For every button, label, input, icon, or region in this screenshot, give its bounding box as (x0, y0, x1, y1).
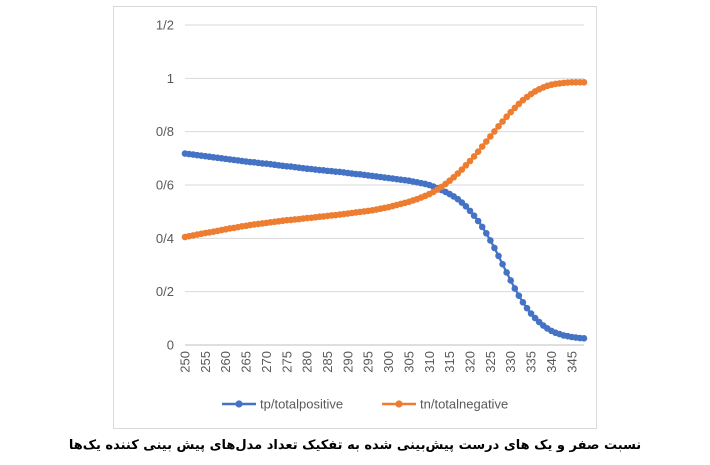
data-point (499, 260, 506, 268)
data-point (507, 108, 515, 116)
data-point (470, 212, 478, 219)
y-axis-tick-labels: 0 0/2 0/4 0/6 0/8 1 1/2 (156, 18, 174, 353)
x-tick-label: 320 (463, 351, 478, 373)
data-point (462, 161, 470, 169)
data-point (482, 138, 490, 145)
chart-area: 0 0/2 0/4 0/6 0/8 1 1/2 250 255 260 265 270 275 280 2… (113, 6, 597, 429)
data-series (181, 79, 588, 342)
data-point (478, 223, 486, 231)
x-tick-label: 260 (218, 351, 233, 373)
x-tick-label: 330 (503, 351, 518, 373)
data-point (466, 157, 474, 165)
legend: tp/totalpositive tn/totalnegative (222, 397, 508, 412)
data-point (474, 217, 482, 225)
data-point (462, 203, 470, 210)
data-point (474, 148, 482, 155)
x-tick-label: 265 (239, 351, 254, 373)
x-tick-label: 255 (198, 351, 213, 373)
gridlines (185, 24, 584, 346)
y-tick-label: 0/8 (156, 124, 174, 139)
y-tick-label: 0/4 (156, 231, 174, 246)
data-point (487, 237, 494, 244)
data-point (491, 128, 498, 135)
line-chart: 00/20/40/60/811/2 250 255 260 265 270 275 280 2… (156, 18, 588, 412)
data-point (487, 133, 494, 140)
data-point (519, 299, 527, 306)
y-tick-label: 1/2 (156, 18, 174, 33)
data-point (491, 244, 498, 252)
data-point (495, 252, 502, 260)
legend-label: tp/totalpositive (260, 397, 343, 412)
y-tick-label: 0/6 (156, 178, 174, 193)
x-tick-label: 325 (483, 351, 498, 373)
x-tick-label: 300 (381, 351, 396, 373)
data-point (458, 166, 466, 173)
x-tick-label: 315 (442, 351, 457, 373)
data-point (580, 79, 588, 86)
series-line (184, 152, 585, 340)
x-tick-label: 280 (300, 351, 315, 373)
data-point (511, 104, 519, 112)
data-point (515, 292, 523, 299)
x-tick-label: 275 (279, 351, 294, 373)
data-point (507, 277, 515, 284)
data-point (580, 335, 588, 342)
x-tick-label: 345 (564, 351, 579, 373)
data-point (495, 123, 502, 130)
legend-marker (235, 400, 243, 408)
x-tick-label: 270 (259, 351, 274, 373)
data-point (482, 229, 490, 237)
x-tick-label: 305 (401, 351, 416, 373)
y-tick-label: 1 (167, 71, 174, 86)
x-tick-label: 310 (422, 351, 437, 373)
data-point (503, 113, 510, 121)
data-point (454, 170, 462, 177)
legend-item: tn/totalnegative (382, 397, 508, 412)
data-point (523, 304, 531, 312)
x-tick-label: 295 (361, 351, 376, 373)
data-point (478, 143, 486, 150)
x-tick-label: 335 (524, 351, 539, 373)
data-point (466, 207, 474, 215)
data-point (499, 118, 506, 125)
y-tick-label: 0 (167, 338, 174, 353)
legend-marker (395, 400, 403, 408)
series-1 (181, 79, 588, 241)
data-point (503, 269, 510, 276)
x-tick-label: 290 (340, 351, 355, 373)
figure-caption: نسبت صفر و یک های درست پیش‌بینی شده به ت… (68, 438, 642, 453)
x-tick-label: 285 (320, 351, 335, 373)
legend-item: tp/totalpositive (222, 397, 343, 412)
data-point (531, 314, 539, 322)
series-0 (181, 150, 588, 342)
y-tick-label: 0/2 (156, 284, 174, 299)
data-point (511, 285, 519, 292)
x-tick-label: 340 (544, 351, 559, 373)
x-tick-label: 250 (178, 351, 193, 373)
legend-label: tn/totalnegative (420, 397, 508, 412)
x-axis-tick-labels: 250 255 260 265 270 275 280 285 290 295 300 305 310 3… (178, 351, 580, 373)
data-point (470, 153, 478, 160)
data-point (527, 310, 535, 317)
